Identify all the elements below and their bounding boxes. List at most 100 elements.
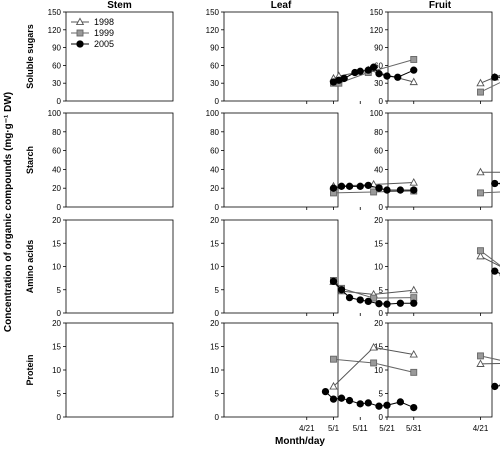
- data-point: [396, 186, 405, 194]
- y-tick-label: 5: [379, 390, 384, 399]
- y-tick-label: 0: [379, 203, 384, 212]
- y-tick-label: 120: [48, 26, 62, 35]
- legend-label: 2005: [94, 39, 114, 49]
- panel-frame: [223, 219, 339, 314]
- y-tick-label: 30: [52, 79, 61, 88]
- data-point: [383, 186, 391, 194]
- y-tick-label: 100: [206, 109, 220, 118]
- y-tick-label: 20: [52, 184, 61, 193]
- panel-frame: [387, 11, 493, 102]
- y-tick-label: 120: [370, 26, 384, 35]
- y-tick-label: 20: [52, 216, 61, 225]
- x-tick-label: 5/21: [379, 424, 395, 433]
- y-tick-label: 15: [52, 343, 61, 352]
- panel-frame: [65, 11, 174, 102]
- panel-frame: [65, 219, 174, 314]
- data-point: [491, 382, 499, 391]
- data-point: [375, 184, 383, 192]
- y-tick-label: 10: [52, 366, 61, 375]
- y-tick-label: 20: [210, 216, 219, 225]
- data-point: [375, 402, 383, 410]
- y-tick-label: 15: [52, 239, 61, 248]
- data-point: [410, 56, 418, 63]
- y-tick-label: 40: [374, 165, 383, 174]
- data-point: [364, 399, 372, 407]
- y-tick-label: 40: [52, 165, 61, 174]
- data-point: [383, 401, 391, 409]
- y-tick-label: 0: [379, 97, 384, 106]
- y-tick-label: 150: [48, 8, 62, 17]
- y-tick-label: 0: [379, 309, 384, 318]
- y-tick-label: 15: [210, 239, 219, 248]
- series-line: [494, 183, 500, 184]
- y-tick-label: 15: [374, 239, 383, 248]
- data-point: [410, 66, 418, 74]
- data-point: [356, 400, 364, 408]
- legend-marker: [75, 17, 85, 26]
- data-point: [491, 267, 499, 275]
- y-tick-label: 80: [210, 128, 219, 137]
- series-line: [333, 280, 414, 299]
- panel-frame: [387, 112, 493, 208]
- data-point: [329, 395, 338, 403]
- y-tick-label: 80: [374, 128, 383, 137]
- data-point: [477, 247, 484, 255]
- y-tick-label: 60: [374, 147, 383, 156]
- data-point: [364, 297, 372, 306]
- x-tick-label: 4/21: [299, 424, 315, 433]
- y-tick-label: 0: [57, 203, 62, 212]
- data-point: [337, 394, 346, 402]
- data-point: [375, 70, 383, 78]
- column-title: Fruit: [429, 0, 452, 11]
- series-line: [480, 171, 500, 173]
- y-tick-label: 15: [374, 343, 383, 352]
- data-point: [491, 73, 499, 81]
- data-point: [409, 349, 418, 358]
- data-point: [476, 78, 485, 87]
- y-tick-label: 60: [52, 147, 61, 156]
- y-tick-label: 100: [370, 109, 384, 118]
- panel-frame: [223, 11, 339, 102]
- data-point: [364, 66, 372, 74]
- series-line: [494, 270, 500, 274]
- data-point: [370, 294, 378, 302]
- y-tick-label: 20: [374, 216, 383, 225]
- data-point: [345, 182, 354, 190]
- column-title: Leaf: [271, 0, 292, 11]
- data-point: [409, 285, 418, 294]
- data-point: [477, 352, 484, 360]
- y-tick-label: 30: [374, 79, 383, 88]
- y-tick-label: 10: [210, 366, 219, 375]
- data-point: [476, 359, 485, 367]
- data-point: [329, 381, 338, 390]
- data-point: [409, 77, 418, 86]
- legend-label: 1999: [94, 28, 114, 38]
- y-tick-label: 40: [210, 165, 219, 174]
- series-line: [325, 391, 414, 409]
- y-tick-label: 0: [57, 97, 62, 106]
- data-point: [345, 396, 354, 405]
- y-tick-label: 0: [215, 203, 220, 212]
- y-tick-label: 60: [210, 147, 219, 156]
- panel-frame: [65, 112, 174, 208]
- y-tick-label: 150: [206, 8, 220, 17]
- data-point: [329, 277, 338, 286]
- data-point: [356, 182, 364, 190]
- data-point: [364, 181, 372, 190]
- x-axis-title: Month/day: [275, 436, 325, 447]
- y-tick-label: 0: [57, 413, 62, 422]
- x-tick-label: 5/1: [328, 424, 340, 433]
- y-tick-label: 0: [215, 97, 220, 106]
- y-tick-label: 90: [210, 44, 219, 53]
- data-point: [329, 184, 338, 192]
- data-point: [370, 188, 378, 196]
- y-tick-label: 5: [215, 286, 220, 295]
- y-tick-label: 20: [210, 184, 219, 193]
- y-tick-label: 150: [370, 8, 384, 17]
- data-point: [410, 186, 418, 194]
- y-tick-label: 0: [215, 413, 220, 422]
- y-tick-label: 80: [52, 128, 61, 137]
- data-point: [477, 189, 484, 197]
